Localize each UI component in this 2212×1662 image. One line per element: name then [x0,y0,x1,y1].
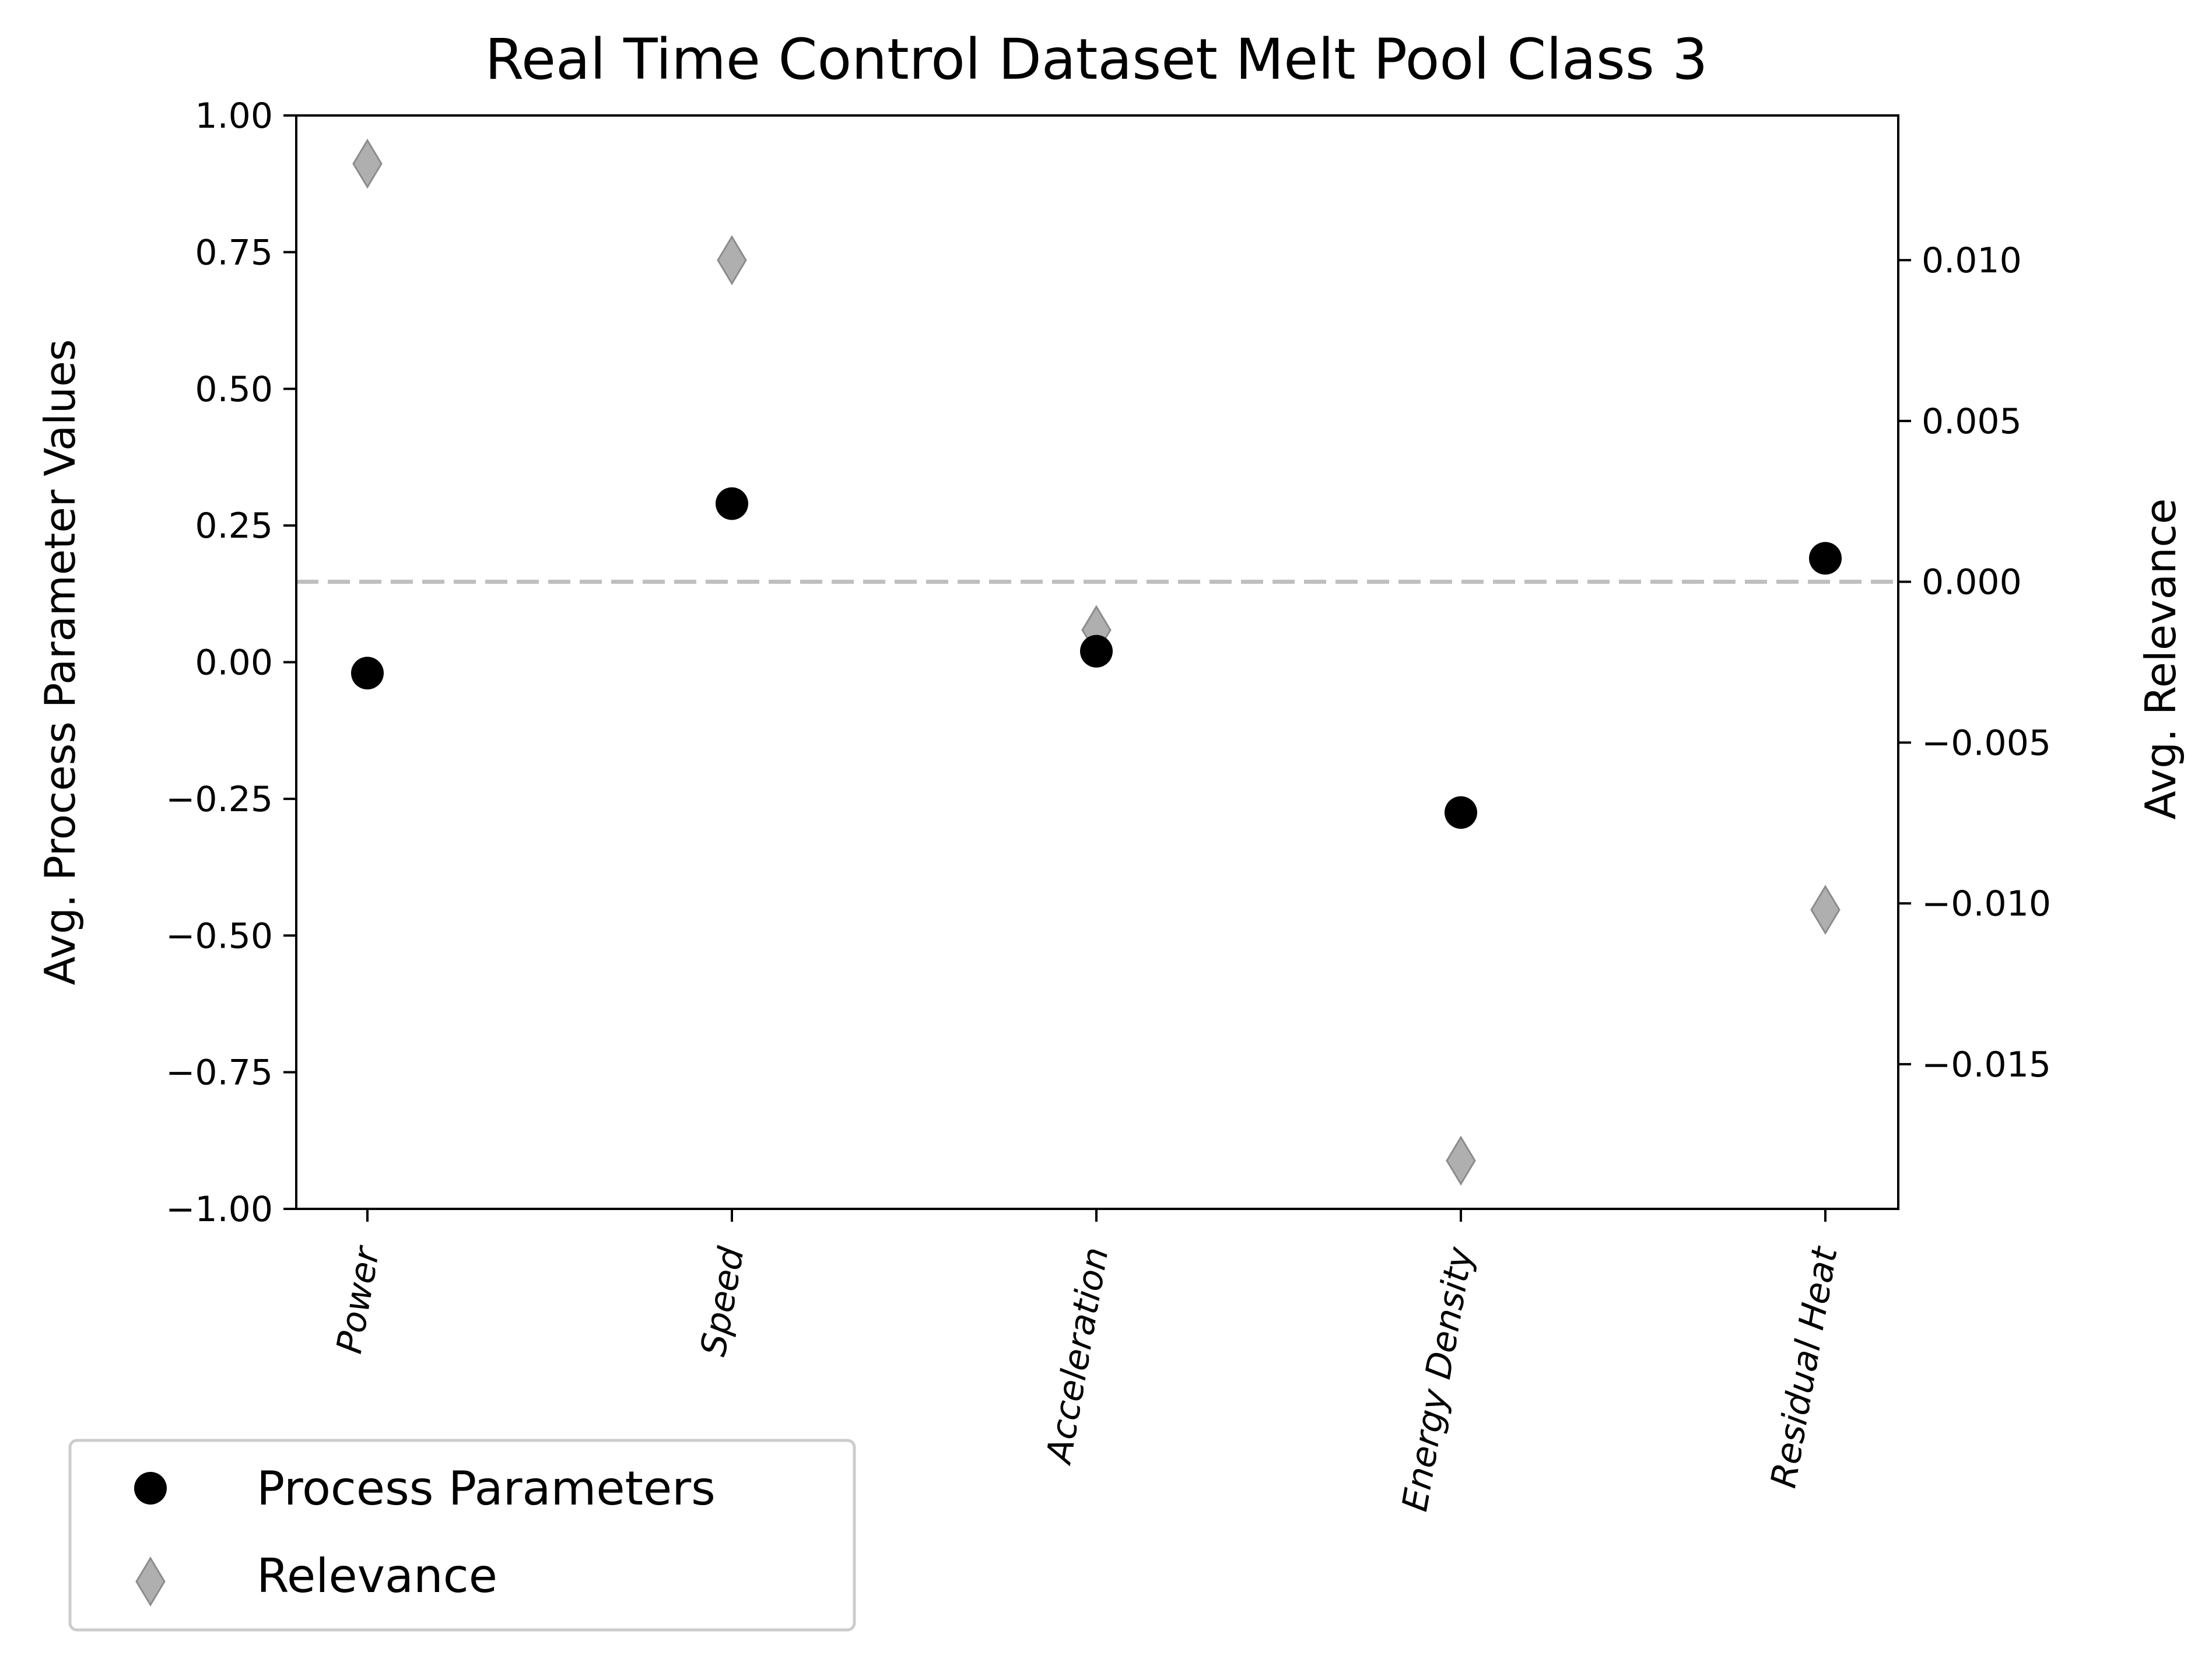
process-parameter-point [351,657,384,690]
relevance-point [1810,885,1841,935]
legend-marker-relevance [135,1556,166,1607]
left-y-axis-label: Avg. Process Parameter Values [36,339,85,986]
right-y-tick-label: 0.000 [1922,562,2022,603]
left-y-tick-label: 1.00 [195,96,273,136]
relevance-point [717,235,747,286]
chart-title: Real Time Control Dataset Melt Pool Clas… [485,27,1708,92]
right-y-tick-label: 0.010 [1922,240,2022,281]
x-tick-label: Acceleration [1038,1244,1117,1468]
process-parameter-point [1809,542,1842,575]
right-y-tick-label: −0.015 [1922,1044,2051,1085]
process-parameter-point [1445,796,1477,829]
process-parameter-point [716,487,748,520]
left-y-axis: 1.00 0.75 0.50 0.25 0.00 −0.25 −0.50 −0.75 −1.00 [166,96,296,1230]
right-y-tick-label: 0.005 [1922,401,2022,442]
legend-label-relevance: Relevance [257,1549,497,1603]
legend-marker-process-parameters [134,1472,167,1505]
process-parameter-point [1080,634,1113,668]
x-tick-label: Power [329,1242,388,1356]
right-y-axis-label: Avg. Relevance [2136,499,2185,820]
right-y-tick-label: −0.005 [1922,723,2051,763]
right-y-tick-label: −0.010 [1922,883,2051,924]
x-tick-label: Residual Heat [1763,1243,1846,1491]
legend: Process Parameters Relevance [68,1439,856,1632]
right-y-axis: 0.010 0.005 0.000 −0.005 −0.010 −0.015 [1898,240,2051,1085]
left-y-tick-label: −0.25 [166,779,273,820]
left-y-tick-label: −0.75 [166,1053,273,1093]
legend-box [68,1439,856,1632]
x-tick-label: Speed [693,1244,752,1359]
left-y-tick-label: −1.00 [166,1189,273,1230]
left-y-tick-label: −0.50 [166,916,273,956]
relevance-point [1446,1135,1476,1186]
left-y-tick-label: 0.25 [195,506,273,546]
plot-area [296,138,1898,1186]
x-tick-label: Energy Density [1394,1243,1481,1514]
legend-label-process-parameters: Process Parameters [257,1461,716,1516]
left-y-tick-label: 0.00 [195,643,273,683]
left-y-tick-label: 0.50 [195,369,273,410]
left-y-tick-label: 0.75 [195,232,273,273]
relevance-point [352,138,383,189]
